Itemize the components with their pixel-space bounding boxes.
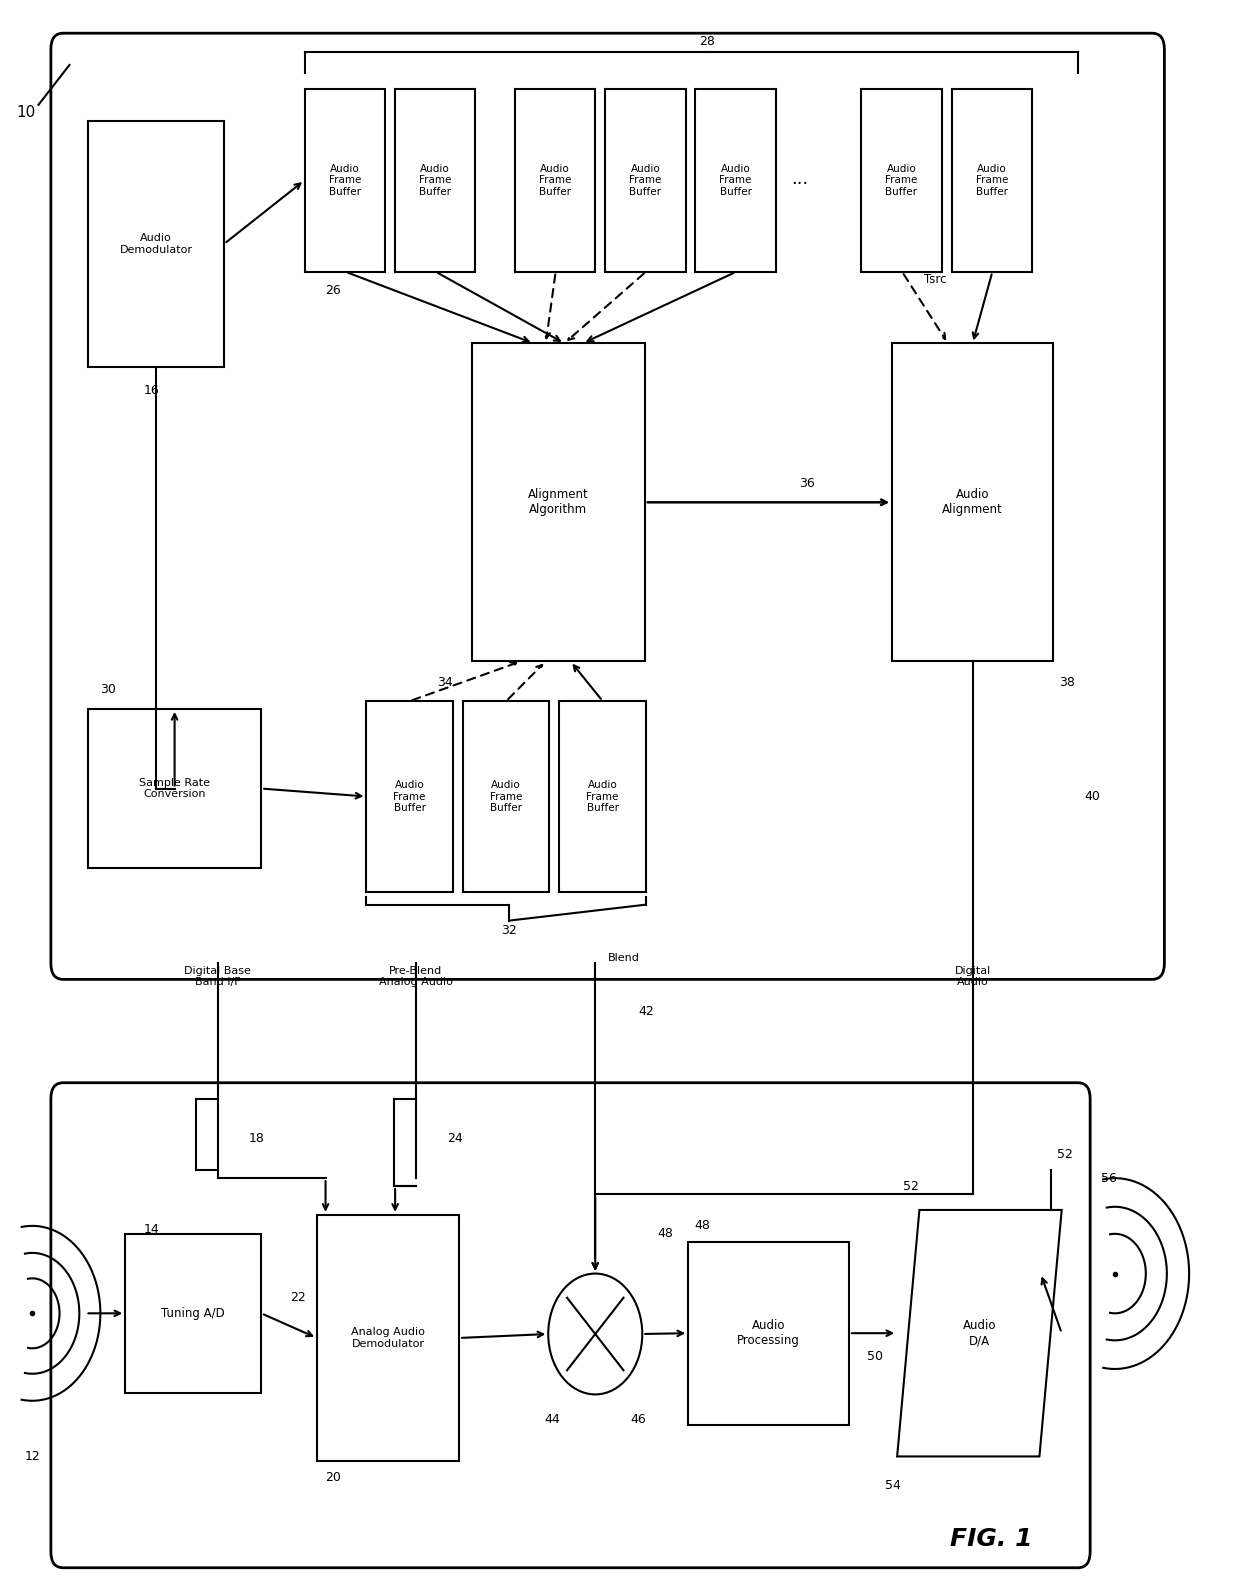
Text: Pre-Blend
Analog Audio: Pre-Blend Analog Audio [379,965,453,988]
Bar [463,701,549,892]
Text: Tuning A/D: Tuning A/D [161,1306,224,1321]
Bar [696,89,776,272]
Bar [605,89,686,272]
Text: Audio
Demodulator: Audio Demodulator [119,233,192,255]
Bar [88,709,262,868]
Text: Audio
D/A: Audio D/A [962,1319,996,1348]
Text: FIG. 1: FIG. 1 [950,1528,1033,1552]
Text: Audio
Frame
Buffer: Audio Frame Buffer [976,164,1008,198]
Text: 54: 54 [885,1478,900,1491]
Text: 26: 26 [325,284,341,298]
Text: Audio
Frame
Buffer: Audio Frame Buffer [885,164,918,198]
Text: Digital
Audio: Digital Audio [955,965,991,988]
Bar [471,342,645,661]
FancyBboxPatch shape [51,33,1164,980]
Bar [893,342,1053,661]
Text: 44: 44 [544,1413,559,1426]
Bar [125,1235,262,1392]
Text: 52: 52 [1056,1149,1073,1161]
Bar [862,89,941,272]
Bar [305,89,384,272]
Text: 48: 48 [694,1219,711,1233]
Text: Audio
Frame
Buffer: Audio Frame Buffer [587,781,619,812]
Text: Blend: Blend [608,954,640,964]
Bar [559,701,646,892]
Text: Audio
Frame
Buffer: Audio Frame Buffer [419,164,451,198]
Text: 24: 24 [446,1133,463,1145]
Circle shape [548,1273,642,1394]
Bar [515,89,595,272]
Bar [951,89,1032,272]
Text: Audio
Frame
Buffer: Audio Frame Buffer [719,164,751,198]
Text: 14: 14 [144,1222,160,1236]
Text: Audio
Frame
Buffer: Audio Frame Buffer [539,164,572,198]
Text: Analog Audio
Demodulator: Analog Audio Demodulator [351,1327,425,1349]
Text: 56: 56 [1101,1172,1117,1185]
Text: 20: 20 [326,1470,341,1483]
Text: Audio
Frame
Buffer: Audio Frame Buffer [393,781,425,812]
Text: 48: 48 [657,1227,673,1241]
Text: Audio
Processing: Audio Processing [737,1319,800,1348]
Text: 22: 22 [290,1290,306,1305]
Text: 36: 36 [800,476,815,489]
Text: 38: 38 [1059,675,1075,688]
Text: 34: 34 [438,675,453,688]
Text: Audio
Frame
Buffer: Audio Frame Buffer [490,781,522,812]
Text: Audio
Frame
Buffer: Audio Frame Buffer [629,164,662,198]
Text: 18: 18 [249,1133,264,1145]
Text: Digital Base
Band I/F: Digital Base Band I/F [185,965,252,988]
Text: ...: ... [791,170,808,188]
Text: 52: 52 [903,1179,919,1193]
Text: 40: 40 [1084,790,1100,803]
Text: 46: 46 [631,1413,646,1426]
Text: 32: 32 [501,924,517,937]
Text: 50: 50 [867,1349,883,1362]
Bar [688,1243,849,1424]
Text: 12: 12 [25,1450,40,1462]
Text: Tsrc: Tsrc [924,272,947,287]
Text: 30: 30 [100,683,117,696]
Text: 10: 10 [16,105,36,119]
Text: Alignment
Algorithm: Alignment Algorithm [528,489,589,516]
Text: Audio
Alignment: Audio Alignment [942,489,1003,516]
Text: Sample Rate
Conversion: Sample Rate Conversion [139,777,210,800]
FancyBboxPatch shape [51,1083,1090,1568]
Bar [366,701,453,892]
Text: 42: 42 [639,1005,655,1018]
Bar [88,121,224,366]
Bar [394,89,475,272]
Text: Audio
Frame
Buffer: Audio Frame Buffer [329,164,361,198]
Polygon shape [897,1211,1061,1456]
Bar [317,1215,459,1461]
Text: 16: 16 [144,384,160,398]
Text: 28: 28 [698,35,714,48]
